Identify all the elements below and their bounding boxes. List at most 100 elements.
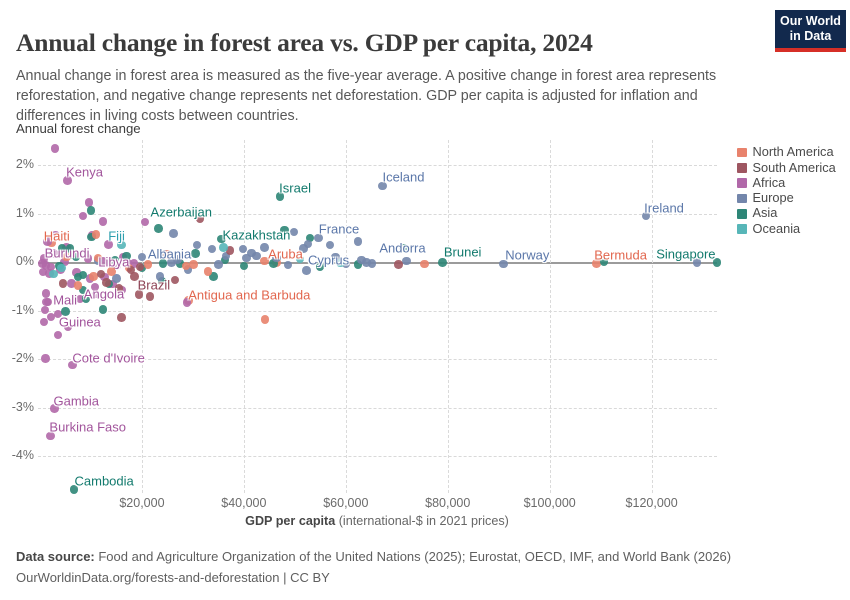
data-point[interactable]: [225, 246, 235, 255]
data-point[interactable]: [260, 256, 269, 266]
data-point[interactable]: [399, 243, 408, 253]
data-point[interactable]: [104, 240, 113, 249]
data-point[interactable]: [145, 292, 155, 301]
data-point[interactable]: [39, 317, 49, 327]
data-point[interactable]: [195, 214, 205, 223]
data-point[interactable]: [96, 269, 106, 279]
data-point[interactable]: [53, 330, 63, 340]
data-point[interactable]: [238, 244, 248, 254]
data-point[interactable]: [295, 254, 305, 264]
data-point[interactable]: [84, 198, 94, 207]
data-point[interactable]: [181, 261, 191, 271]
data-point[interactable]: [73, 281, 83, 290]
data-point-iceland[interactable]: [378, 181, 387, 191]
data-point[interactable]: [72, 268, 81, 277]
data-point[interactable]: [117, 313, 126, 322]
data-point-cambodia[interactable]: [69, 485, 79, 494]
data-point[interactable]: [46, 312, 56, 322]
legend-item-north-america[interactable]: North America: [737, 145, 836, 160]
data-point[interactable]: [68, 250, 78, 259]
data-point[interactable]: [126, 265, 136, 275]
data-point-kenya[interactable]: [63, 176, 72, 185]
data-point[interactable]: [91, 230, 101, 239]
data-point-france[interactable]: [325, 240, 335, 250]
data-point[interactable]: [182, 298, 192, 307]
data-point[interactable]: [57, 244, 67, 253]
data-point[interactable]: [49, 249, 58, 258]
data-point[interactable]: [83, 254, 93, 263]
data-point[interactable]: [78, 211, 88, 221]
data-point[interactable]: [314, 233, 323, 242]
data-point[interactable]: [78, 270, 88, 280]
data-point[interactable]: [49, 269, 58, 279]
data-point[interactable]: [42, 297, 51, 307]
data-point[interactable]: [289, 227, 299, 237]
data-point[interactable]: [599, 257, 609, 266]
data-point-norway[interactable]: [499, 259, 508, 269]
data-point[interactable]: [357, 255, 366, 265]
data-point[interactable]: [242, 253, 251, 263]
data-point[interactable]: [137, 252, 147, 262]
legend-item-asia[interactable]: Asia: [737, 206, 836, 221]
data-point[interactable]: [91, 289, 101, 299]
data-point[interactable]: [135, 262, 145, 272]
data-point[interactable]: [315, 262, 325, 271]
data-point[interactable]: [130, 272, 139, 281]
data-point-cote-d-ivoire[interactable]: [68, 360, 77, 370]
data-point[interactable]: [112, 274, 121, 283]
data-point[interactable]: [43, 237, 52, 246]
data-point[interactable]: [207, 244, 217, 254]
data-point[interactable]: [367, 259, 377, 268]
data-point[interactable]: [140, 217, 150, 227]
data-point[interactable]: [57, 263, 66, 273]
data-point[interactable]: [50, 144, 60, 153]
data-point-guinea[interactable]: [53, 309, 63, 319]
data-point[interactable]: [112, 261, 121, 270]
data-point[interactable]: [420, 259, 429, 269]
data-point[interactable]: [252, 251, 261, 261]
data-point[interactable]: [123, 259, 133, 268]
legend-item-africa[interactable]: Africa: [737, 176, 836, 191]
data-point[interactable]: [143, 260, 153, 269]
data-point[interactable]: [67, 279, 76, 288]
data-point[interactable]: [114, 284, 124, 293]
data-point[interactable]: [269, 259, 278, 268]
data-point[interactable]: [305, 233, 315, 242]
data-point[interactable]: [100, 272, 109, 282]
data-point[interactable]: [303, 239, 313, 249]
data-point[interactable]: [219, 243, 228, 252]
data-point[interactable]: [163, 250, 172, 259]
data-point[interactable]: [272, 253, 281, 263]
data-point[interactable]: [98, 257, 108, 266]
data-point[interactable]: [98, 217, 108, 226]
legend-item-europe[interactable]: Europe: [737, 191, 836, 206]
footer-link[interactable]: OurWorldinData.org/forests-and-deforesta…: [16, 570, 280, 586]
data-point[interactable]: [89, 272, 98, 281]
data-point[interactable]: [336, 258, 345, 268]
data-point[interactable]: [299, 244, 308, 253]
data-point-israel[interactable]: [275, 192, 285, 201]
owid-logo[interactable]: Our World in Data: [775, 10, 846, 52]
data-point[interactable]: [220, 255, 230, 265]
data-point[interactable]: [110, 255, 120, 265]
data-point-gambia[interactable]: [50, 404, 59, 413]
data-point[interactable]: [353, 237, 363, 246]
data-point[interactable]: [158, 259, 168, 268]
data-point[interactable]: [73, 272, 83, 282]
data-point[interactable]: [60, 257, 69, 267]
data-point[interactable]: [353, 260, 363, 269]
data-point[interactable]: [93, 253, 103, 263]
data-point[interactable]: [86, 206, 96, 215]
data-point[interactable]: [75, 294, 84, 304]
data-point-cyprus[interactable]: [302, 266, 311, 275]
data-point-angola[interactable]: [90, 282, 100, 292]
data-point[interactable]: [81, 294, 91, 303]
data-point[interactable]: [331, 252, 340, 262]
data-point[interactable]: [102, 278, 111, 287]
data-point-ireland[interactable]: [641, 211, 651, 221]
data-point-singapore[interactable]: [712, 258, 722, 267]
data-point[interactable]: [175, 259, 185, 268]
data-point-azerbaijan[interactable]: [154, 224, 163, 233]
data-point-bermuda[interactable]: [592, 259, 601, 268]
data-point[interactable]: [692, 258, 702, 267]
